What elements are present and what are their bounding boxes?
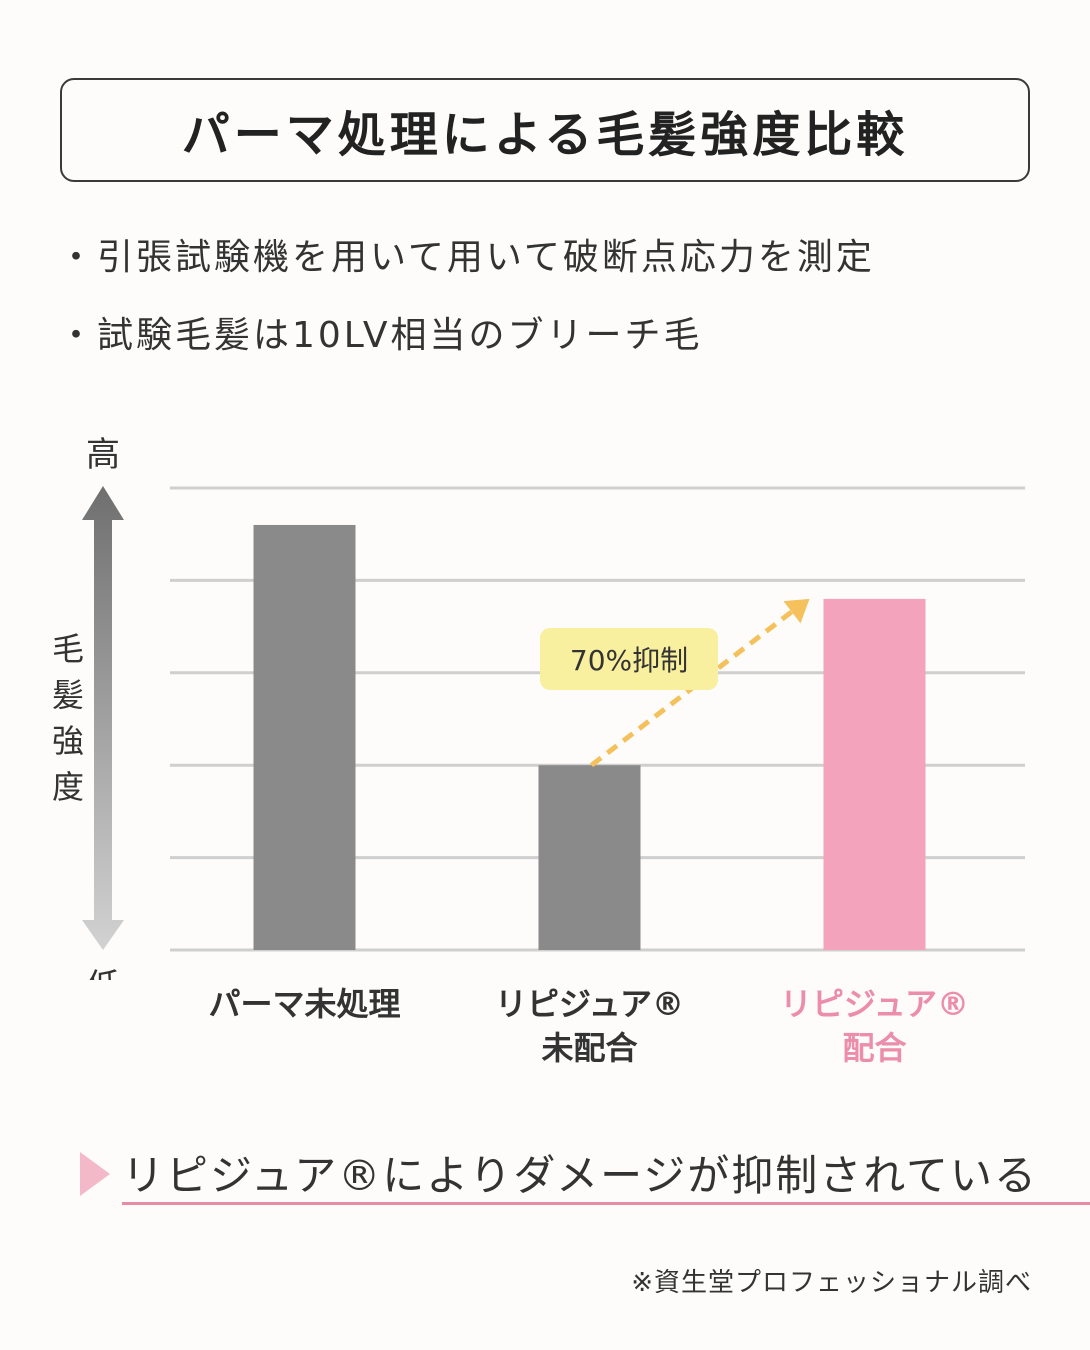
bar-3 <box>823 598 926 950</box>
x-tick-label-line: リピジュア® <box>494 985 685 1023</box>
conclusion-text: リピジュア®によりダメージが抑制されている <box>122 1151 1039 1200</box>
y-axis-title-char: 度 <box>52 768 84 806</box>
bar-2 <box>538 765 641 950</box>
bullet-method: ・引張試験機を用いて用いて破断点応力を測定 <box>58 237 875 278</box>
y-axis-title-char: 毛 <box>52 630 84 668</box>
x-tick-label-3: リピジュア® 配合 <box>735 982 1015 1070</box>
x-tick-label-line: パーマ未処理 <box>208 985 401 1023</box>
x-tick-label-line: リピジュア® <box>779 985 970 1023</box>
bullet-sample: ・試験毛髪は10LV相当のブリーチ毛 <box>58 315 703 356</box>
triangle-marker-icon <box>80 1152 110 1196</box>
y-axis-title-char: 強 <box>52 722 84 760</box>
x-tick-label-line: 配合 <box>842 1029 907 1067</box>
bar-chart: 高 低 毛髪強度 70%抑制 <box>52 435 1025 980</box>
trend-arrowhead-icon <box>783 598 810 624</box>
y-axis-title-char: 髪 <box>52 676 84 714</box>
annotation-box <box>540 628 718 690</box>
x-tick-label-line: 未配合 <box>541 1029 638 1067</box>
bar-1 <box>253 524 356 950</box>
x-tick-label-2: リピジュア® 未配合 <box>450 982 730 1070</box>
conclusion: リピジュア®によりダメージが抑制されている <box>80 1140 1090 1210</box>
annotation-text: 70%抑制 <box>570 644 688 677</box>
y-axis-arrow-icon <box>82 486 124 950</box>
y-axis-low-label: 低 <box>86 967 120 980</box>
conclusion-underline <box>122 1202 1090 1205</box>
title-box: パーマ処理による毛髪強度比較 <box>60 78 1030 182</box>
page-title: パーマ処理による毛髪強度比較 <box>181 107 909 163</box>
footnote: ※資生堂プロフェッショナル調べ <box>631 1268 1032 1298</box>
x-tick-label-1: パーマ未処理 <box>165 982 445 1026</box>
y-axis-high-label: 高 <box>86 435 120 475</box>
